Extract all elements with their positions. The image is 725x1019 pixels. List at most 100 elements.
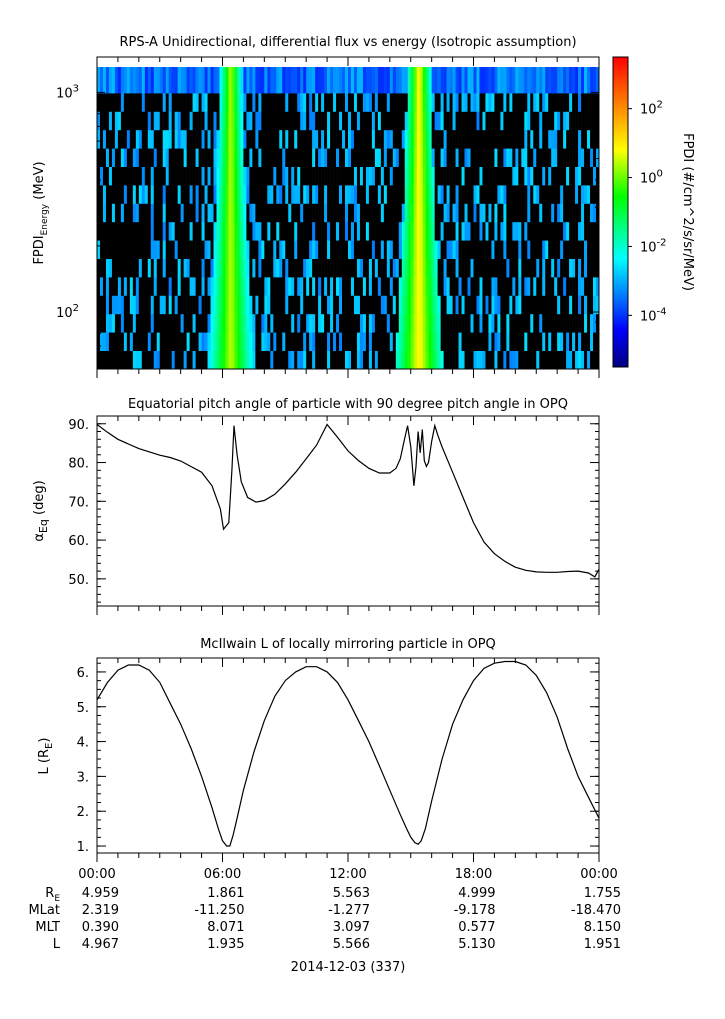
spectrogram-cell — [593, 148, 597, 167]
spectrogram-cell — [183, 129, 187, 149]
spectrogram-cell — [536, 240, 540, 259]
spectrogram-cell — [111, 350, 116, 370]
spectrogram-cell — [171, 313, 175, 333]
spectrogram-cell — [509, 350, 513, 370]
spectrogram-cell — [135, 111, 140, 131]
spectrogram-cell — [494, 148, 498, 167]
spectrogram-cell — [536, 277, 540, 296]
spectrogram-cell — [348, 67, 352, 94]
spectrogram-cell — [318, 203, 322, 223]
spectrogram-cell — [542, 221, 546, 241]
spectrogram-cell — [584, 111, 588, 131]
spectrogram-cell — [246, 258, 250, 278]
spectrogram-cell — [437, 67, 441, 94]
spectrogram-cell — [368, 203, 373, 223]
spectrogram-cell — [288, 350, 292, 370]
spectrogram-cell — [464, 203, 468, 223]
spectrogram-cell — [350, 221, 355, 241]
spectrogram-cell — [225, 93, 229, 112]
spectrogram-cell — [324, 148, 328, 167]
spectrogram-cell — [455, 277, 459, 296]
spectrogram-cell — [587, 295, 591, 315]
spectrogram-cell — [123, 332, 128, 351]
spectrogram-cell — [249, 166, 253, 186]
spectrogram-cell — [506, 129, 510, 149]
spectrogram-cell — [536, 221, 540, 241]
spectrogram-cell — [491, 350, 495, 370]
spectrogram-cell — [213, 258, 217, 278]
spectrogram-cell — [557, 148, 561, 167]
spectrogram-cell — [330, 221, 334, 241]
spectrogram-cell — [389, 295, 394, 315]
spectrogram-cell — [204, 185, 208, 204]
spectrogram-cell — [204, 295, 208, 315]
spectrogram-cell — [350, 93, 355, 112]
spectrogram-cell — [273, 148, 277, 167]
spectrogram-cell — [240, 221, 244, 241]
spectrogram-cell — [407, 277, 412, 296]
spectrogram-cell — [419, 111, 423, 131]
spectrogram-cell — [105, 111, 110, 131]
spectrogram-cell — [159, 240, 164, 259]
spectrogram-cell — [584, 277, 588, 296]
spectrogram-cell — [327, 148, 331, 167]
spectrogram-cell — [422, 93, 426, 112]
spectrogram-cell — [431, 258, 435, 278]
spectrogram-cell — [177, 277, 181, 296]
spectrogram-cell — [446, 240, 450, 259]
spectrogram-cell — [446, 332, 450, 351]
spectrogram-cell — [225, 240, 229, 259]
spectrogram-cell — [494, 295, 498, 315]
spectrogram-cell — [153, 240, 158, 259]
spectrogram-cell — [458, 240, 462, 259]
spectrogram-cell — [554, 111, 558, 131]
spectrogram-cell — [105, 277, 110, 296]
spectrogram-cell — [425, 67, 429, 94]
spectrogram-cell — [434, 129, 438, 149]
spectrogram-cell — [108, 93, 113, 112]
spectrogram-cell — [374, 166, 379, 186]
spectrogram-cell — [339, 332, 343, 351]
spectrogram-cell — [509, 93, 513, 112]
spectrogram-cell — [479, 295, 483, 315]
spectrogram-cell — [512, 185, 516, 204]
spectrogram-cell — [285, 295, 289, 315]
spectrogram-cell — [545, 93, 549, 112]
spectrogram-cell — [270, 185, 274, 204]
spectrogram-cell — [216, 111, 220, 131]
spectrogram-cell — [225, 295, 229, 315]
spectrogram-cell — [593, 295, 597, 315]
spectrogram-cell — [596, 332, 600, 351]
spectrogram-cell — [186, 240, 190, 259]
spectrogram-cell — [515, 148, 519, 167]
spectrogram-cell — [569, 129, 573, 149]
spectrogram-cell — [174, 277, 178, 296]
spectrogram-cell — [216, 185, 220, 204]
spectrogram-cell — [255, 258, 259, 278]
spectrogram-cell — [228, 332, 232, 351]
spectrogram-cell — [470, 277, 474, 296]
spectrogram-cell — [386, 111, 391, 131]
spectrogram-cell — [123, 67, 128, 94]
spectrogram-cell — [135, 221, 140, 241]
spectrogram-cell — [410, 258, 415, 278]
spectrogram-cell — [114, 185, 119, 204]
spectrogram-cell — [348, 166, 352, 186]
spectrogram-cell — [120, 221, 125, 241]
spectrogram-cell — [210, 221, 214, 241]
spectrogram-cell — [377, 129, 382, 149]
spectrogram-cell — [494, 350, 498, 370]
spectrogram-cell — [515, 277, 519, 296]
spectrogram-cell — [389, 129, 394, 149]
spectrogram-cell — [374, 221, 379, 241]
spectrogram-cell — [410, 240, 415, 259]
spectrogram-cell — [356, 295, 361, 315]
spectrogram-cell — [168, 203, 172, 223]
spectrogram-cell — [315, 111, 319, 131]
spectrogram-cell — [333, 295, 337, 315]
spectrogram-cell — [258, 295, 262, 315]
spectrogram-cell — [440, 93, 444, 112]
spectrogram-cell — [404, 148, 409, 167]
spectrogram-cell — [201, 295, 205, 315]
spectrogram-cell — [482, 332, 486, 351]
